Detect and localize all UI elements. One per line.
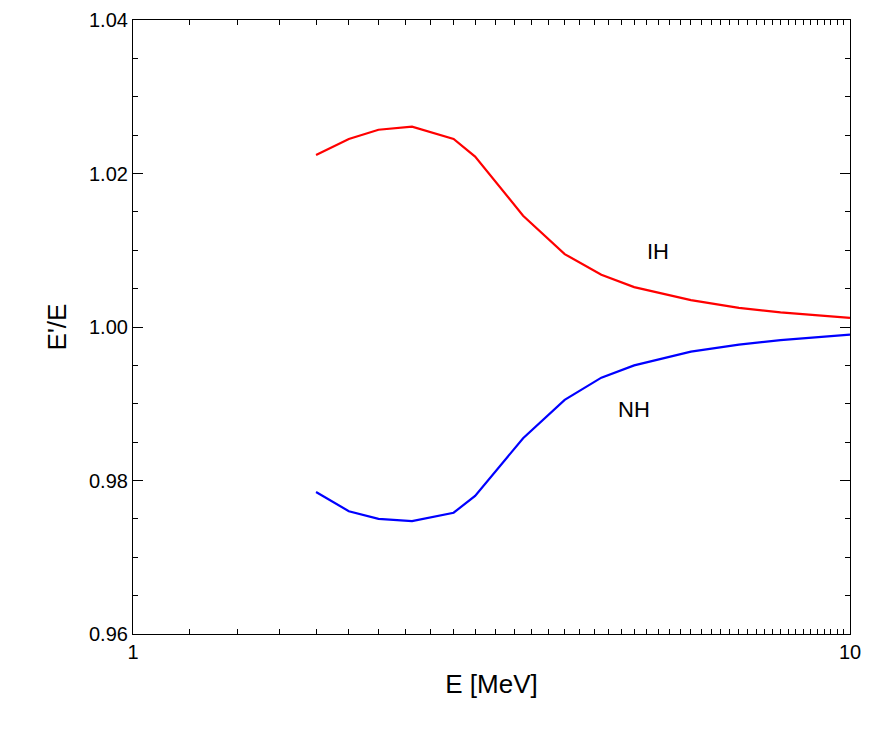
- svg-text:1: 1: [127, 641, 138, 663]
- svg-text:E'/E: E'/E: [42, 304, 72, 351]
- svg-text:0.98: 0.98: [89, 470, 128, 492]
- svg-text:0.96: 0.96: [89, 623, 128, 645]
- svg-text:10: 10: [839, 641, 861, 663]
- svg-text:NH: NH: [618, 397, 650, 422]
- svg-text:IH: IH: [647, 239, 669, 264]
- svg-text:1.02: 1.02: [89, 163, 128, 185]
- svg-text:1.04: 1.04: [89, 9, 128, 31]
- svg-text:1.00: 1.00: [89, 316, 128, 338]
- svg-text:E [MeV]: E [MeV]: [445, 669, 537, 699]
